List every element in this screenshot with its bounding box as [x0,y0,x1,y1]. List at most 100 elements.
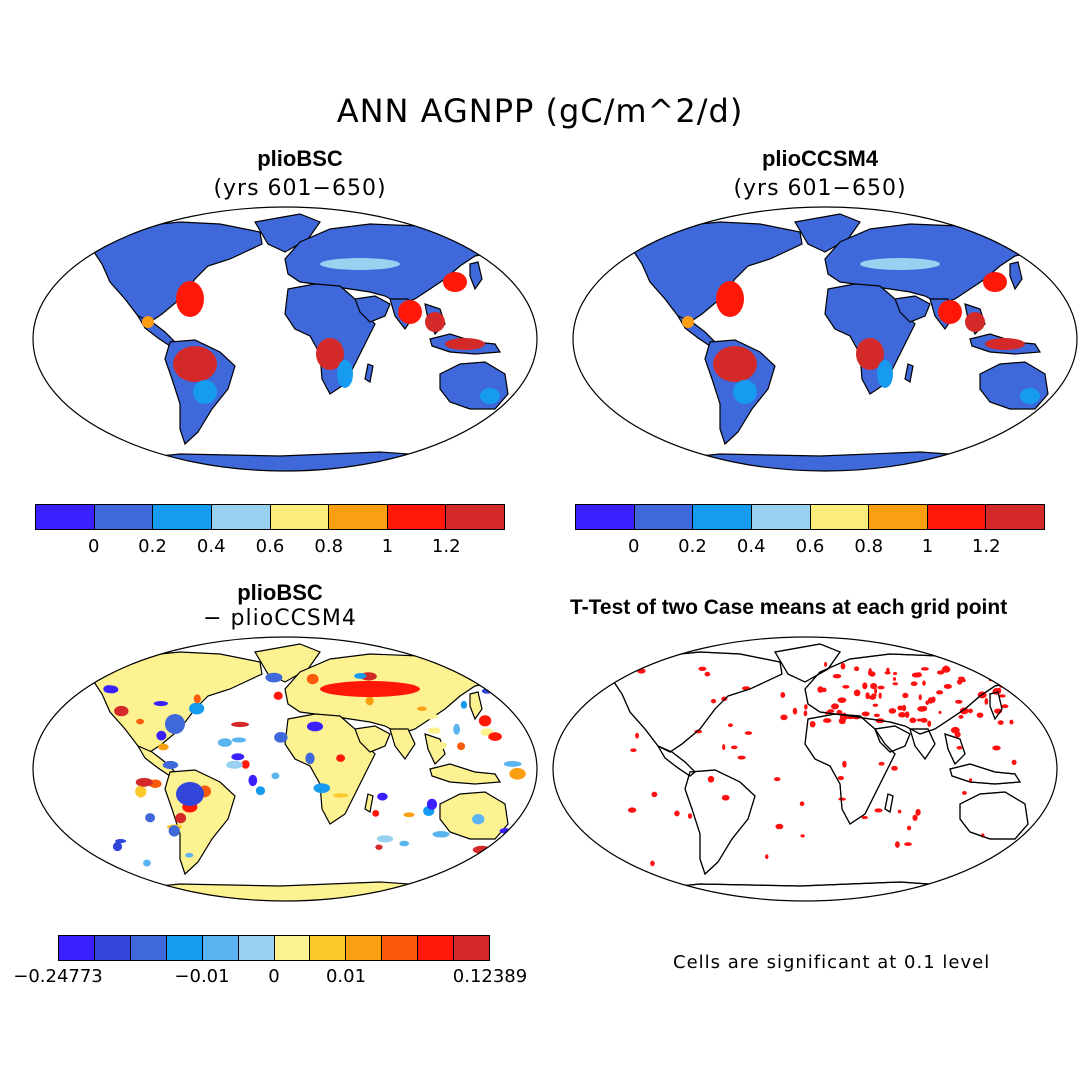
colorbar-swatch [418,936,455,960]
data-patch [830,703,840,710]
colorbar-swatch [346,936,383,960]
colorbar-tick-label: 0.6 [255,536,285,557]
data-patch [316,338,344,370]
coastline-na [609,651,783,753]
data-patch [403,812,415,818]
data-patch [868,669,872,676]
data-patch [487,668,496,676]
data-patch [472,814,485,825]
colorbar-difference [58,935,490,961]
data-patch [143,859,151,867]
coastline-ind [909,728,936,761]
panel1-title: plioBSC [257,146,343,171]
colorbar-swatch [576,505,635,529]
data-patch [873,713,880,718]
data-patch [135,777,153,787]
data-patch [217,738,232,747]
data-patch [193,694,201,704]
colorbar-pliobccsm4 [575,504,1045,530]
land-md [364,363,374,383]
data-patch [226,760,243,769]
data-patch [877,685,885,690]
data-patch [897,705,904,711]
map-pliobccsm4 [572,206,1078,472]
data-patch [862,682,868,690]
data-patch [804,704,808,710]
data-patch [707,775,715,783]
colorbar-pliobsc [35,504,505,530]
data-patch [865,692,870,700]
colorbar-swatch [310,936,347,960]
data-patch [153,700,169,707]
data-patch [877,360,893,388]
data-patch [114,705,129,717]
data-patch [337,360,353,388]
significance-note: Cells are significant at 0.1 level [673,952,991,973]
data-patch [271,772,280,780]
data-patch [992,745,1001,751]
colorbar-swatch [59,936,95,960]
data-patch [888,708,897,714]
land-au [439,361,509,410]
data-patch [432,831,450,838]
data-patch [817,686,824,693]
colorbar-tick-label: 1 [381,536,394,557]
data-patch [173,346,217,382]
data-patch [897,809,902,814]
data-patch [892,682,899,686]
colorbar-swatch [751,505,811,529]
data-patch [920,667,929,671]
data-patch [354,673,367,679]
colorbar-swatch [634,505,694,529]
data-patch [305,752,315,765]
panel4-title: T-Test of two Case means at each grid po… [570,596,1008,619]
colorbar-tick-label: 0 [88,536,100,557]
land-jp [1009,261,1023,291]
data-patch [936,690,944,695]
data-patch [955,699,963,704]
data-patch [731,745,738,750]
colorbar-tick-label: 0.8 [314,536,344,557]
data-patch [136,718,145,725]
data-patch [872,703,879,707]
data-patch [823,718,832,724]
coastline-au [959,791,1029,840]
data-patch [901,704,907,712]
data-patch [775,823,784,830]
land-nz [1057,403,1071,420]
map-difference [32,636,538,902]
data-patch [503,761,522,767]
data-patch [156,730,167,741]
colorbar-swatch [693,505,752,529]
data-patch [799,801,805,807]
data-patch [427,727,441,735]
data-patch [135,785,147,798]
data-patch [965,312,985,332]
data-patch [983,272,1007,292]
land-sea [424,733,446,766]
data-patch [892,677,897,681]
colorbar-swatch [153,505,212,529]
coastline-ca [656,744,696,777]
data-patch [931,696,936,703]
data-patch [162,760,179,770]
data-patch [398,300,422,324]
map-border [552,636,1058,902]
land-jp [469,691,483,721]
colorbar-tick-label: 0.4 [196,536,226,557]
land-na [89,221,263,323]
data-patch [727,723,733,728]
data-patch [871,693,877,698]
colorbar-tick-label: 0.6 [795,536,825,557]
data-patch [115,839,127,844]
colorbar-tick-label: 0.4 [736,536,766,557]
map-border [572,206,1078,472]
data-patch [460,700,468,709]
data-patch [417,706,427,711]
data-patch [780,692,786,698]
data-patch [443,272,467,292]
data-patch [997,672,1001,678]
data-patch [912,814,918,821]
data-patch [961,791,967,795]
data-patch [103,685,115,694]
